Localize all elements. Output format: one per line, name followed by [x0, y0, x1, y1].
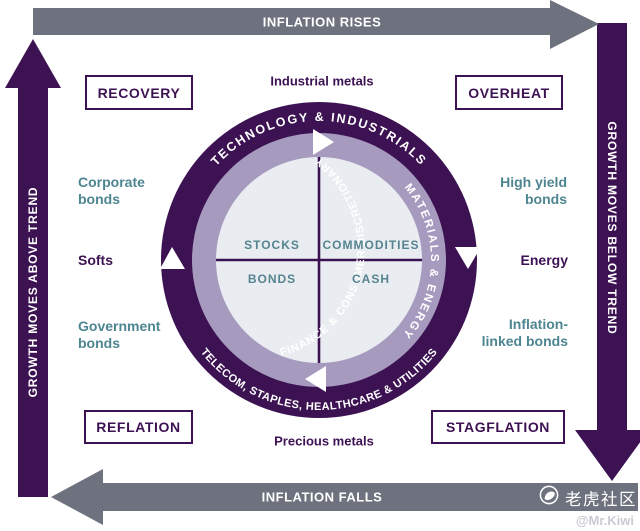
growth-above-trend-label: GROWTH MOVES ABOVE TREND — [26, 186, 40, 398]
inflation-falls-label: INFLATION FALLS — [261, 489, 383, 505]
label-softs: Softs — [78, 252, 113, 268]
rotation-arrow-top-icon — [313, 129, 334, 155]
label-industrial-metals: Industrial metals — [270, 73, 374, 89]
asset-label-stocks: STOCKS — [244, 238, 300, 252]
label-energy: Energy — [520, 252, 568, 268]
label-high-yield-bonds: High yield bonds — [500, 174, 567, 207]
tiger-logo-icon — [539, 485, 559, 505]
growth-above-trend-arrow — [5, 39, 61, 497]
phase-box-reflation: REFLATION — [84, 410, 193, 444]
phase-box-recovery: RECOVERY — [85, 75, 193, 110]
phase-box-overheat: OVERHEAT — [455, 75, 563, 110]
label-government-bonds: Government bonds — [78, 318, 161, 351]
rotation-arrow-bottom-icon — [305, 366, 326, 392]
asset-label-bonds: BONDS — [247, 272, 297, 286]
asset-label-cash: CASH — [351, 272, 391, 286]
inflation-rises-label: INFLATION RISES — [262, 14, 382, 30]
rotation-arrow-left-icon — [160, 247, 185, 269]
watermark-handle: @Mr.Kiwi — [575, 513, 634, 528]
label-inflation-linked-bonds: Inflation- linked bonds — [481, 316, 568, 349]
label-precious-metals: Precious metals — [274, 433, 374, 449]
label-corporate-bonds: Corporate bonds — [78, 174, 145, 207]
watermark-brand: 老虎社区 — [565, 491, 637, 509]
asset-label-commodities: COMMODITIES — [322, 238, 420, 252]
phase-box-stagflation: STAGFLATION — [431, 410, 565, 444]
inflation-falls-arrow — [51, 469, 638, 525]
growth-below-trend-arrow — [575, 23, 640, 481]
growth-below-trend-label: GROWTH MOVES BELOW TREND — [605, 121, 619, 335]
rotation-arrow-right-icon — [455, 247, 481, 269]
inflation-rises-arrow — [33, 0, 599, 49]
